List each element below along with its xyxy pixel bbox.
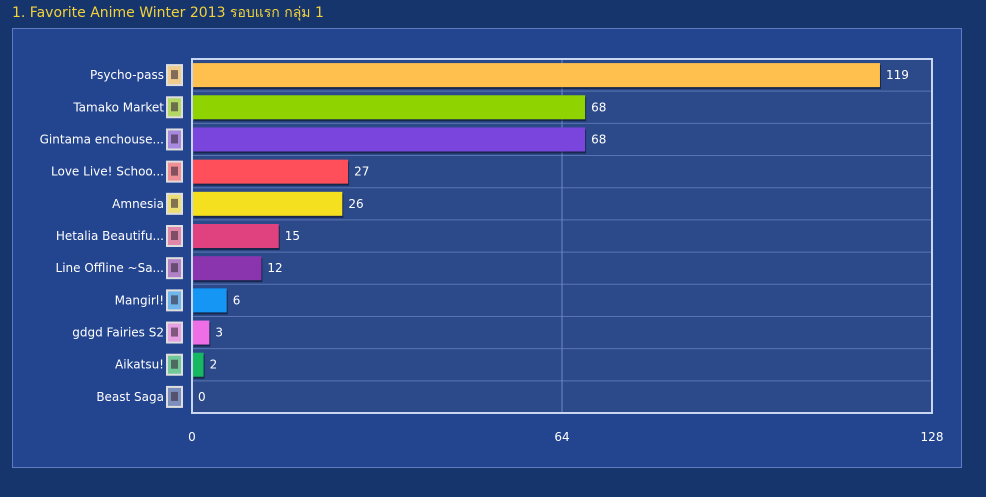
bar xyxy=(193,288,227,313)
category-label: Tamako Market xyxy=(72,100,164,114)
bar-value-label: 68 xyxy=(591,132,606,146)
cover-thumbnail-figure xyxy=(171,295,178,305)
plot-border xyxy=(191,58,933,414)
category-label: Gintama enchouse... xyxy=(40,132,164,146)
bar xyxy=(193,159,349,184)
bar xyxy=(193,63,880,88)
bar-value-label: 27 xyxy=(354,165,369,179)
bar xyxy=(193,191,343,216)
page-title: 1. Favorite Anime Winter 2013 รอบแรก กลุ… xyxy=(12,5,324,21)
cover-thumbnail-figure xyxy=(171,134,178,144)
bar-value-label: 2 xyxy=(210,358,218,372)
bar xyxy=(193,127,586,152)
category-label: Line Offline ~Sa... xyxy=(56,261,164,275)
cover-thumbnail-figure xyxy=(171,359,178,369)
bar-value-label: 119 xyxy=(886,68,909,82)
cover-thumbnail-figure xyxy=(171,327,178,337)
category-label: Psycho-pass xyxy=(90,68,164,82)
x-tick-label: 128 xyxy=(921,430,944,444)
cover-thumbnail-figure xyxy=(171,102,178,112)
category-label: Mangirl! xyxy=(115,293,164,307)
bar xyxy=(193,95,586,120)
cover-thumbnail-figure xyxy=(171,70,178,80)
bar xyxy=(193,320,210,345)
bar-value-label: 68 xyxy=(591,100,606,114)
bar-value-label: 6 xyxy=(233,293,241,307)
cover-thumbnail-figure xyxy=(171,391,178,401)
cover-thumbnail-figure xyxy=(171,166,178,176)
bar xyxy=(193,352,204,377)
x-tick-label: 64 xyxy=(554,430,569,444)
bar-value-label: 3 xyxy=(215,326,223,340)
bar xyxy=(193,224,279,248)
bar-value-label: 0 xyxy=(198,390,206,404)
cover-thumbnail-figure xyxy=(171,263,178,273)
bar-value-label: 15 xyxy=(285,229,300,243)
category-label: Hetalia Beautifu... xyxy=(56,229,164,243)
category-label: Aikatsu! xyxy=(115,358,164,372)
cover-thumbnail-figure xyxy=(171,231,178,240)
bar-value-label: 26 xyxy=(348,197,363,211)
bar xyxy=(193,256,262,281)
category-label: gdgd Fairies S2 xyxy=(72,326,164,340)
category-label: Amnesia xyxy=(112,197,164,211)
category-label: Love Live! Schoo... xyxy=(51,165,164,179)
category-label: Beast Saga xyxy=(96,390,164,404)
bar-value-label: 12 xyxy=(267,261,282,275)
x-tick-label: 0 xyxy=(188,430,196,444)
cover-thumbnail-figure xyxy=(171,198,178,208)
